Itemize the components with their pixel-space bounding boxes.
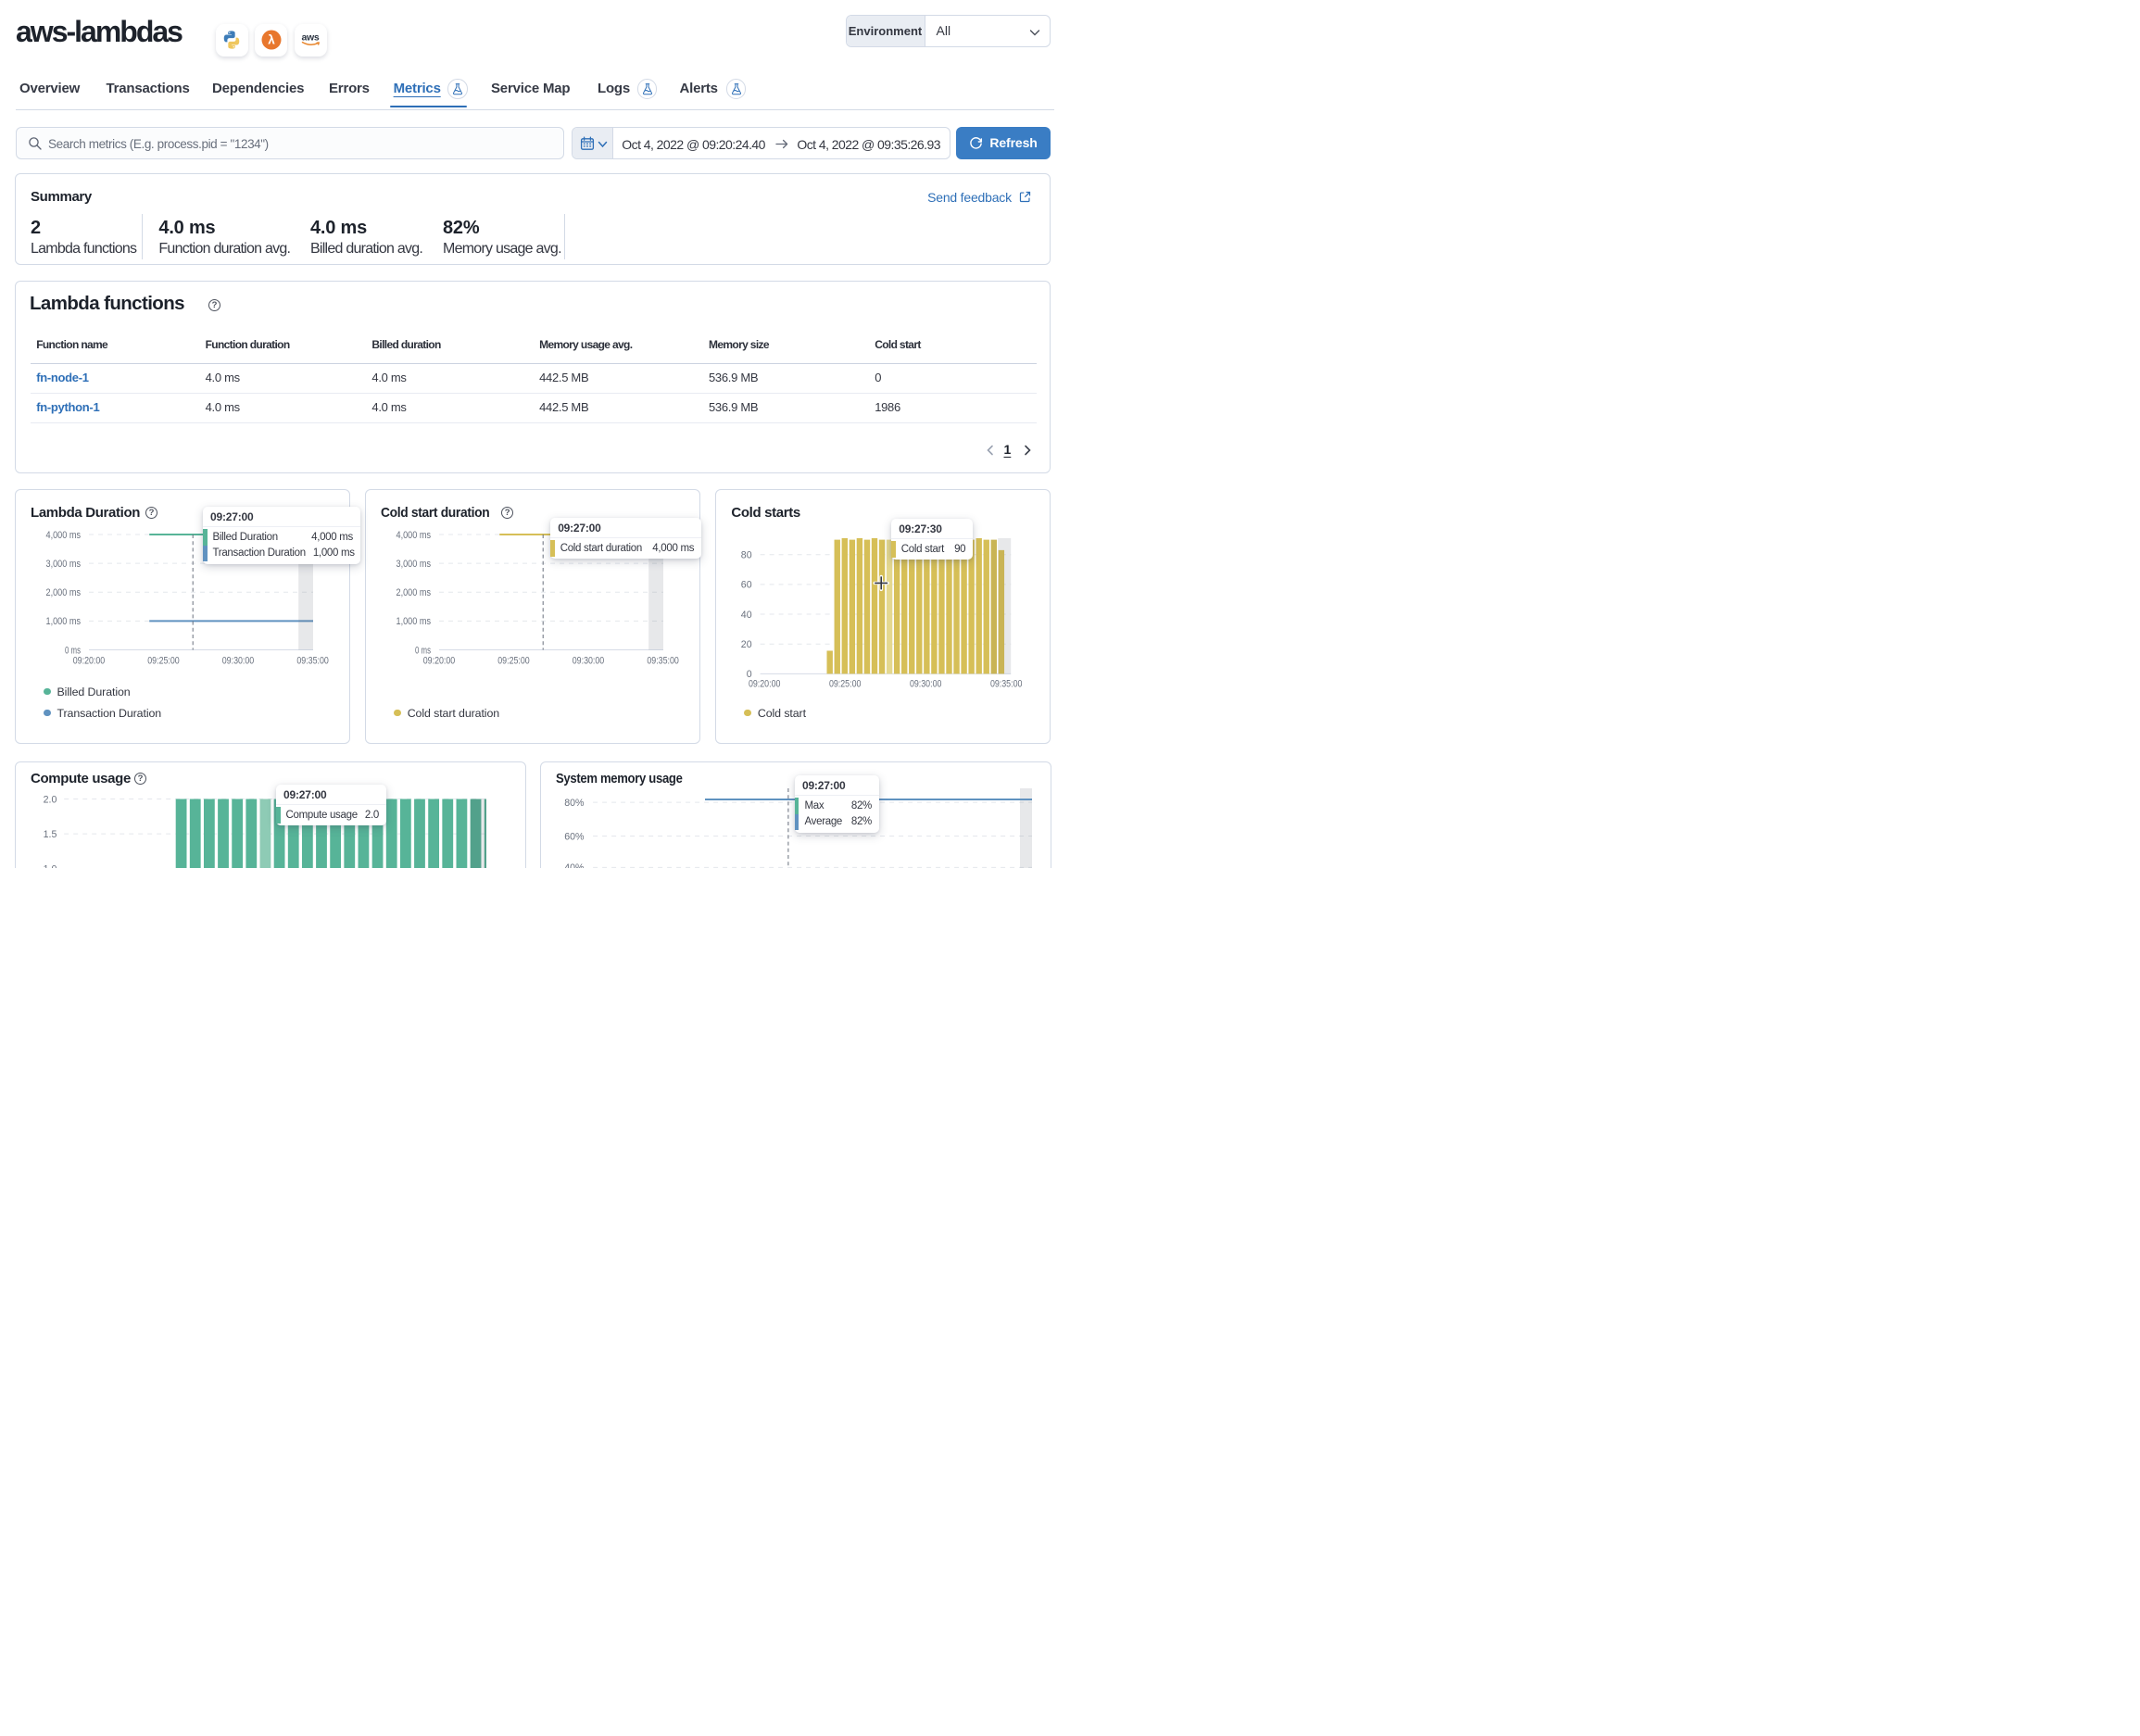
svg-text:1.5: 1.5	[44, 829, 57, 840]
svg-text:1.0: 1.0	[44, 864, 57, 869]
svg-text:09:25:00: 09:25:00	[497, 656, 530, 667]
svg-text:2,000 ms: 2,000 ms	[397, 587, 432, 598]
svg-text:09:30:00: 09:30:00	[573, 656, 605, 667]
svg-text:09:30:00: 09:30:00	[910, 678, 942, 689]
svg-text:60%: 60%	[565, 831, 585, 842]
svg-text:1,000 ms: 1,000 ms	[46, 616, 82, 627]
svg-text:09:35:00: 09:35:00	[990, 678, 1023, 689]
svg-text:60: 60	[741, 580, 752, 591]
svg-text:20: 20	[741, 639, 752, 650]
svg-text:2,000 ms: 2,000 ms	[46, 587, 82, 598]
svg-text:40: 40	[741, 610, 752, 621]
svg-text:09:35:00: 09:35:00	[648, 656, 680, 667]
svg-text:3,000 ms: 3,000 ms	[46, 559, 82, 570]
svg-text:4,000 ms: 4,000 ms	[46, 530, 82, 541]
svg-text:λ: λ	[268, 33, 275, 47]
svg-text:0 ms: 0 ms	[65, 645, 81, 656]
svg-text:80%: 80%	[565, 798, 585, 809]
svg-text:09:20:00: 09:20:00	[749, 678, 781, 689]
svg-text:09:35:00: 09:35:00	[296, 656, 329, 667]
svg-text:80: 80	[741, 550, 752, 561]
svg-text:4,000 ms: 4,000 ms	[397, 530, 432, 541]
svg-text:aws: aws	[302, 32, 320, 44]
svg-text:09:25:00: 09:25:00	[829, 678, 862, 689]
svg-text:0: 0	[747, 669, 752, 680]
svg-text:1,000 ms: 1,000 ms	[397, 616, 432, 627]
svg-text:40%: 40%	[565, 862, 585, 868]
svg-text:2.0: 2.0	[44, 794, 57, 805]
svg-text:09:30:00: 09:30:00	[222, 656, 255, 667]
svg-text:09:25:00: 09:25:00	[147, 656, 180, 667]
svg-text:09:20:00: 09:20:00	[73, 656, 106, 667]
svg-text:09:20:00: 09:20:00	[423, 656, 456, 667]
svg-text:3,000 ms: 3,000 ms	[397, 559, 432, 570]
svg-text:0 ms: 0 ms	[415, 645, 431, 656]
